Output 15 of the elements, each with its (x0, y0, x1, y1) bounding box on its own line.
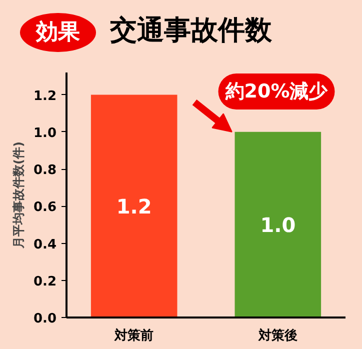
y-tick-label: 0.8 (33, 163, 56, 178)
y-tick-label: 1.0 (33, 126, 56, 141)
x-tick-label: 対策前 (114, 328, 154, 344)
data-label: 1.0 (260, 213, 296, 238)
y-axis-title: 月平均事故件数(件) (11, 142, 26, 250)
y-tick-label: 1.2 (33, 88, 56, 104)
y-tick-label: 0.6 (33, 200, 56, 216)
x-tick-label: 対策後 (257, 328, 298, 344)
data-label: 1.2 (116, 194, 152, 219)
chart-title: 交通事故件数 (110, 15, 272, 46)
y-tick-label: 0.2 (33, 274, 56, 290)
chart-subtitle: 効果 (20, 13, 96, 52)
y-tick-label: 0.4 (33, 237, 56, 252)
annotation: 約20%減少 (224, 80, 329, 102)
y-tick-label: 0.0 (33, 312, 56, 326)
